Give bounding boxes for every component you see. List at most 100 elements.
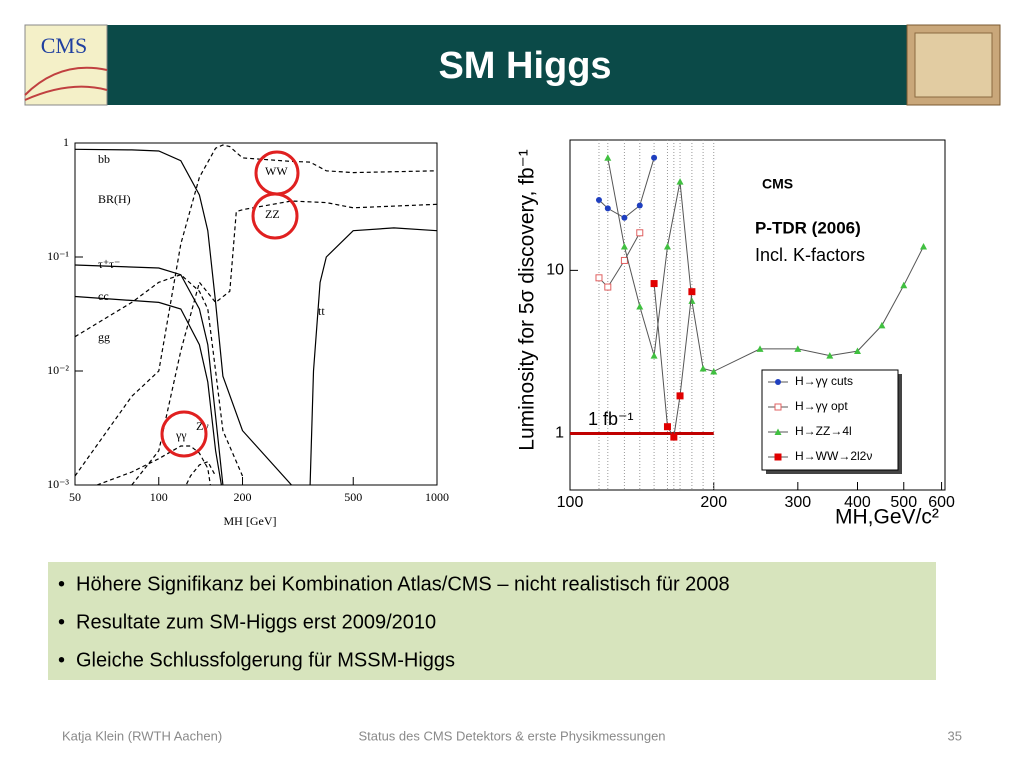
point [663, 243, 671, 250]
curve-label: gg [98, 330, 110, 344]
x-tick-label: 600 [928, 494, 955, 511]
annotation: CMS [762, 176, 793, 192]
point [621, 214, 628, 221]
reference-label: 1 fb⁻¹ [588, 409, 634, 429]
point [636, 303, 644, 310]
x-tick-label: 200 [234, 490, 252, 504]
x-tick-label: 1000 [425, 490, 449, 504]
bullet-dot: • [58, 611, 65, 633]
bullet-dot: • [58, 649, 65, 671]
point [878, 321, 886, 329]
point [595, 274, 603, 282]
curve-label: tt [318, 304, 325, 318]
series-line [75, 264, 224, 485]
x-label: MH,GeV/c² [835, 506, 939, 529]
series-line [598, 232, 641, 288]
y-tick-label: 10⁻¹ [47, 249, 69, 263]
point [826, 352, 834, 359]
footer-page: 35 [948, 728, 962, 743]
footer-author: Katja Klein (RWTH Aachen) [62, 728, 222, 743]
curve-label: bb [98, 152, 110, 166]
footer: Katja Klein (RWTH Aachen) Status des CMS… [62, 728, 962, 743]
logo-text: CMS [41, 33, 87, 58]
point [650, 352, 658, 359]
series-line [185, 460, 217, 485]
series-line [131, 200, 437, 485]
logo-art [24, 66, 108, 101]
series-line [607, 157, 924, 372]
y-tick-label: 1 [63, 135, 69, 149]
bullet: Resultate zum SM-Higgs erst 2009/2010 [76, 611, 436, 633]
legend-label: H→γγ opt [795, 399, 848, 413]
x-tick-label: 100 [150, 490, 168, 504]
x-tick-label: 400 [844, 494, 871, 511]
point [699, 365, 707, 372]
y-label: BR(H) [98, 192, 131, 206]
legend-label: H→ZZ→4l [795, 424, 852, 438]
point [688, 297, 696, 304]
point [774, 453, 782, 461]
point [595, 197, 602, 204]
bullet-dot: • [58, 573, 65, 595]
point [620, 256, 628, 264]
logo [24, 24, 108, 106]
legend-label: H→WW→2l2ν [795, 449, 872, 463]
legend-label: H→γγ cuts [795, 374, 853, 388]
series-line [75, 295, 222, 485]
point [620, 243, 628, 250]
point [853, 347, 861, 355]
point [775, 379, 781, 385]
point [604, 205, 611, 212]
point [636, 202, 643, 209]
footer-talk: Status des CMS Detektors & erste Physikm… [358, 728, 665, 743]
x-tick-label: 500 [344, 490, 362, 504]
x-tick-label: 300 [784, 494, 811, 511]
plot-area [570, 140, 928, 490]
bullet: Höhere Signifikanz bei Kombination Atlas… [76, 573, 730, 595]
lumi-chart: 1 10 100 200 300 400 500 600 1 fb⁻¹ Luminosity fo… [516, 139, 955, 529]
curve-label: ZZ [265, 207, 280, 221]
point [670, 433, 678, 441]
x-tick-label: 50 [69, 490, 81, 504]
point [604, 283, 612, 291]
bullets: • Höhere Signifikanz bei Kombination Atl… [58, 573, 730, 671]
point [774, 403, 782, 411]
point [676, 392, 684, 400]
bullet-box [48, 562, 936, 680]
series-line [75, 144, 437, 477]
point [650, 280, 658, 288]
point [756, 345, 764, 352]
point [920, 243, 928, 250]
series-line [75, 274, 244, 477]
y-tick-label: 10 [546, 262, 564, 279]
painting-inner [914, 32, 993, 98]
y-tick-label: 10⁻³ [47, 477, 69, 491]
annotation: Incl. K-factors [755, 245, 865, 265]
point [651, 154, 658, 161]
point [774, 428, 782, 435]
plot-area [75, 144, 437, 485]
header-bar [25, 25, 1000, 105]
curve-label: WW [265, 164, 288, 178]
x-tick-label: 200 [700, 494, 727, 511]
x-tick-label: 100 [557, 494, 584, 511]
point [688, 288, 696, 296]
y-label: Luminosity for 5σ discovery, fb⁻¹ [516, 149, 539, 450]
legend: H→γγ cuts H→γγ opt H→ZZ→4l H→WW→2l2ν [761, 369, 902, 474]
series-line [309, 227, 437, 485]
series-line [75, 148, 292, 485]
curve-label: τ⁺τ⁻ [98, 257, 120, 271]
br-chart: 10⁻³ 10⁻² 10⁻¹ 1 50 100 200 500 1000 bb τ⁺τ⁻ cc gg WW… [47, 135, 449, 528]
point [676, 178, 684, 185]
point [794, 345, 802, 352]
slide-title: SM Higgs [438, 45, 611, 87]
curve-label: cc [98, 289, 109, 303]
x-label: MH [GeV] [224, 514, 277, 528]
annotation: P-TDR (2006) [755, 218, 861, 237]
bullet: Gleiche Schlussfolgerung für MSSM-Higgs [76, 649, 455, 671]
point [636, 229, 644, 237]
frame [74, 142, 438, 486]
legend-box [761, 369, 899, 471]
point [710, 367, 718, 375]
